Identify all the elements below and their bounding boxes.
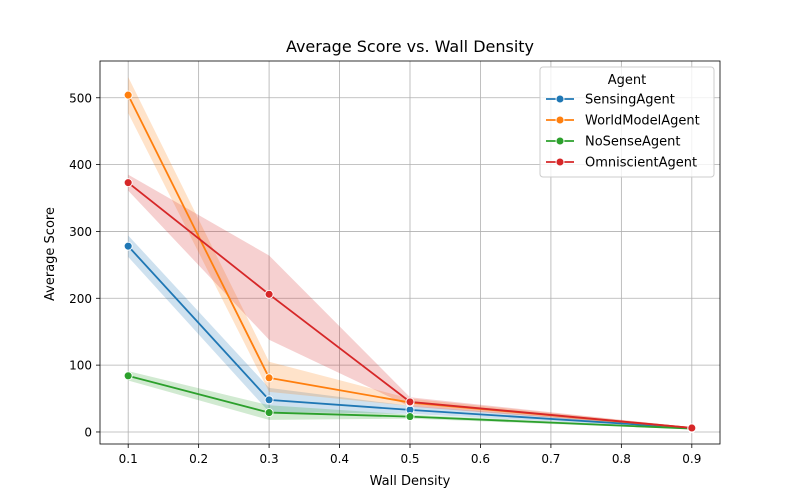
omniscientagent-point [264,289,274,299]
legend: Agent SensingAgent WorldModelAgent NoSense… [539,66,715,178]
y-tick-label: 200 [69,292,92,306]
x-tick-label: 0.5 [400,452,419,466]
omniscientagent-legend-marker [555,157,565,167]
omniscientagent-ci-band [128,174,692,429]
y-axis-label: Average Score [43,207,58,301]
worldmodelagent-legend-label: WorldModelAgent [585,114,700,129]
sensingagent-point [123,241,133,251]
nosenseagent-point [405,412,415,422]
x-axis-label: Wall Density [370,474,451,489]
sensingagent-line [127,245,692,429]
omniscientagent-line [127,181,692,429]
y-tick-label: 500 [69,91,92,105]
x-axis-ticks: 0.1 0.2 0.3 0.4 0.5 0.6 0.7 0.8 0.9 [119,444,701,466]
omniscientagent-point [687,423,697,433]
omniscientagent-legend-label: OmniscientAgent [585,156,697,171]
omniscientagent-point [123,178,133,188]
series-lines [127,94,692,430]
nosenseagent-legend-marker [555,136,565,146]
series-points [123,90,697,434]
x-tick-label: 0.7 [541,452,560,466]
x-tick-label: 0.6 [471,452,490,466]
sensingagent-point [264,395,274,405]
y-tick-label: 400 [69,158,92,172]
legend-box [539,66,715,178]
nosenseagent-line [127,374,692,430]
x-tick-label: 0.3 [260,452,279,466]
y-tick-label: 300 [69,225,92,239]
worldmodelagent-point [123,90,133,100]
x-tick-label: 0.9 [682,452,701,466]
y-tick-label: 0 [84,425,92,439]
omniscientagent-point [405,397,415,407]
nosenseagent-legend-label: NoSenseAgent [585,135,680,150]
worldmodelagent-legend-marker [555,115,565,125]
nosenseagent-point [264,408,274,418]
x-tick-label: 0.8 [612,452,631,466]
nosenseagent-point [123,371,133,381]
legend-title: Agent [608,73,646,88]
sensingagent-legend-label: SensingAgent [585,93,675,108]
worldmodelagent-point [264,373,274,383]
y-axis-ticks: 0 100 200 300 400 500 [69,91,100,439]
legend-items: SensingAgent WorldModelAgent NoSenseAgent O… [546,93,700,171]
x-tick-label: 0.2 [189,452,208,466]
y-tick-label: 100 [69,359,92,373]
x-tick-label: 0.4 [330,452,349,466]
sensingagent-legend-marker [555,94,565,104]
chart-title: Average Score vs. Wall Density [286,37,534,56]
x-tick-label: 0.1 [119,452,138,466]
